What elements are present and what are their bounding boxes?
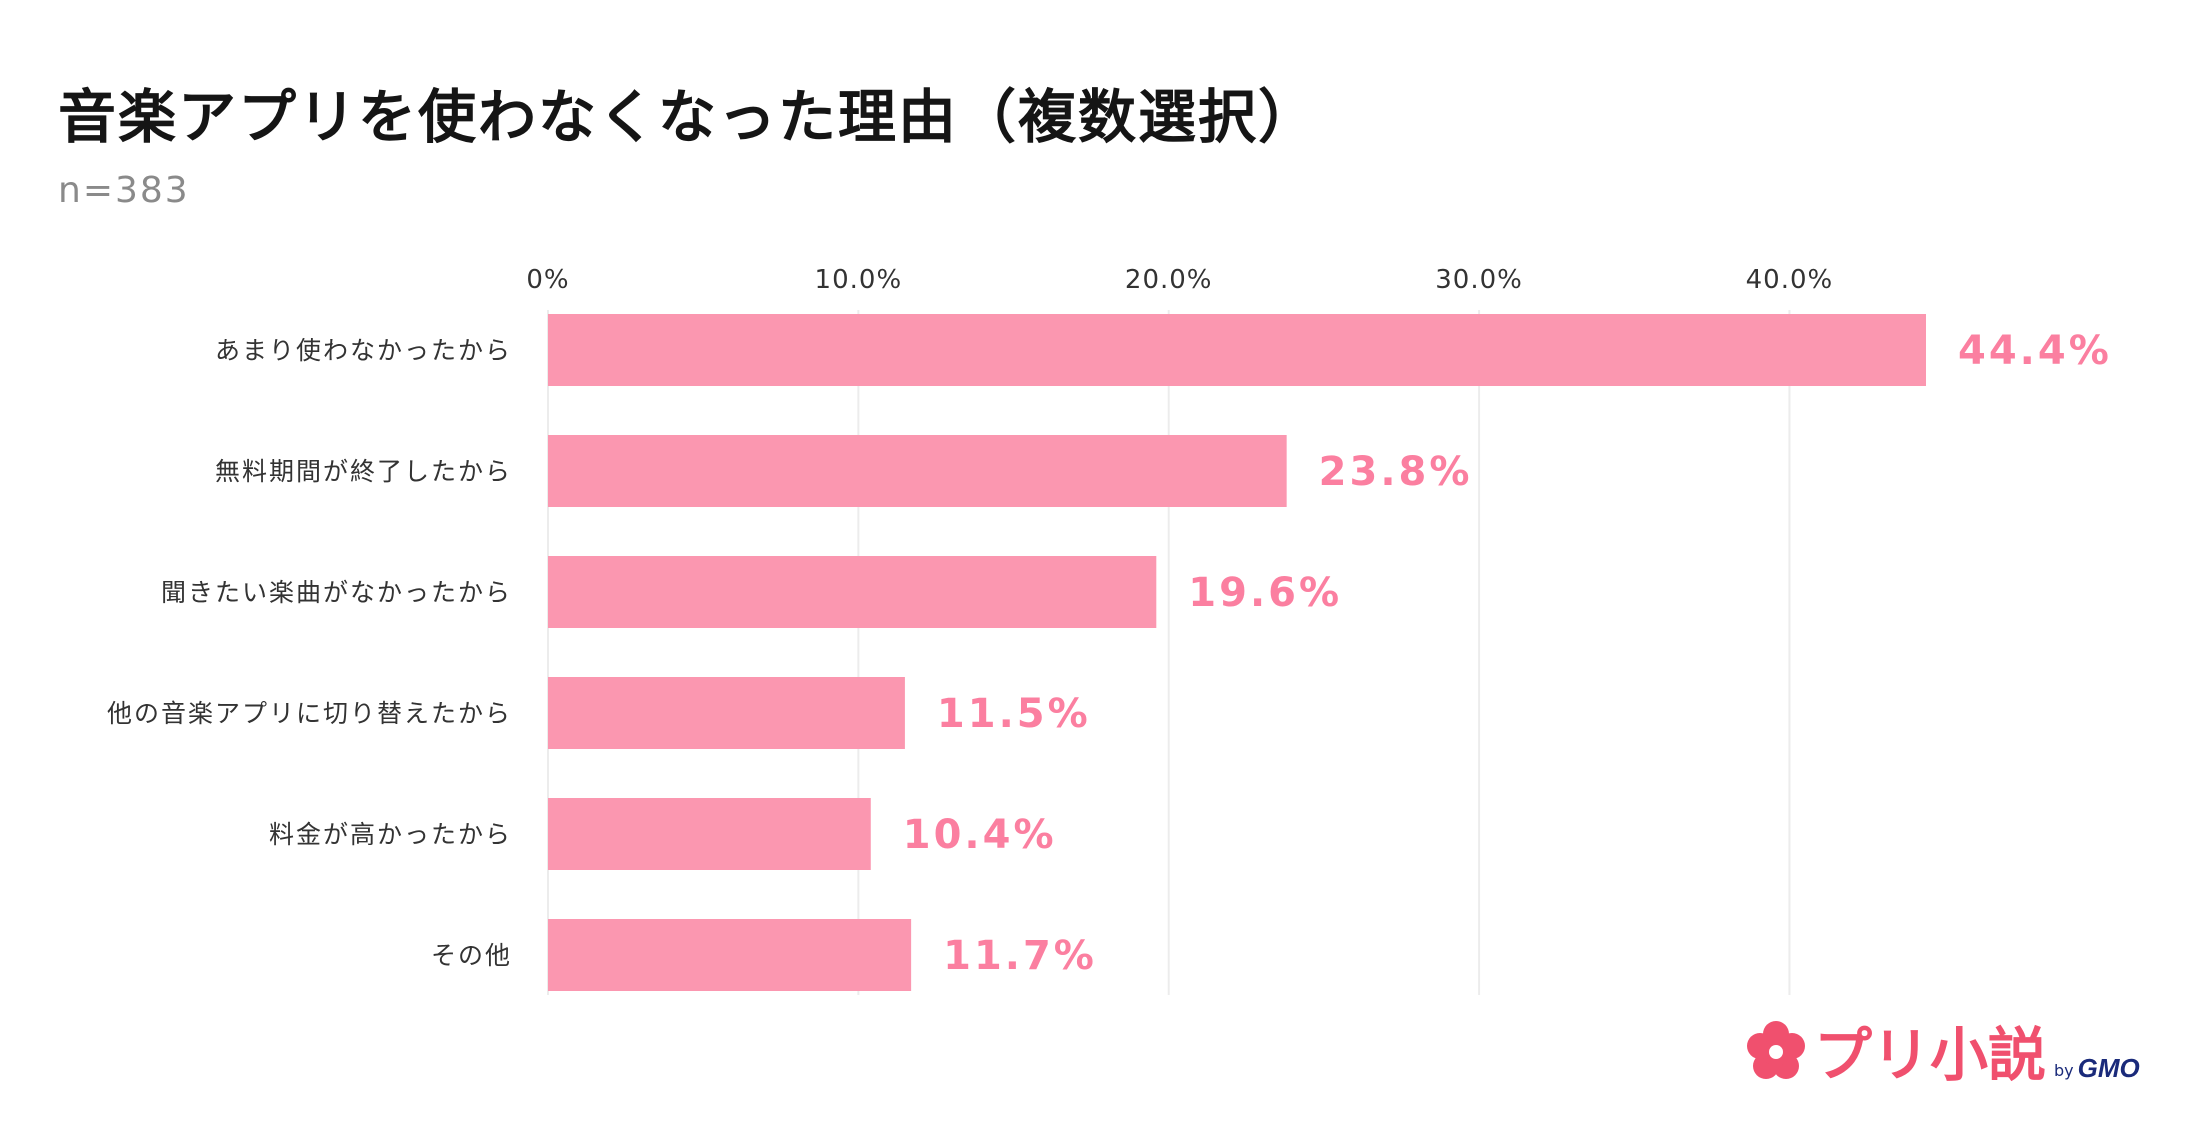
company-name: GMO (2077, 1053, 2140, 1083)
bar (548, 919, 912, 991)
bar (548, 314, 1926, 386)
x-tick-label: 40.0% (1746, 265, 1834, 295)
category-label: 無料期間が終了したから (215, 457, 512, 486)
brand-by-label: by (2054, 1061, 2074, 1080)
category-label: あまり使わなかったから (215, 336, 512, 365)
bar (548, 677, 905, 749)
category-label: その他 (431, 941, 512, 970)
x-tick-label: 10.0% (815, 265, 903, 295)
category-label: 料金が高かったから (269, 820, 512, 849)
x-tick-label: 20.0% (1125, 265, 1213, 295)
bar (548, 798, 871, 870)
data-label: 11.5% (937, 691, 1091, 737)
x-tick-label: 0% (526, 265, 569, 295)
data-label: 19.6% (1188, 570, 1342, 616)
x-tick-label: 30.0% (1435, 265, 1523, 295)
category-label: 他の音楽アプリに切り替えたから (107, 699, 512, 728)
flower-logo-icon (1747, 1021, 1805, 1079)
data-label: 23.8% (1319, 449, 1473, 495)
data-label: 44.4% (1958, 328, 2112, 374)
bar (548, 556, 1157, 628)
data-label: 11.7% (943, 933, 1097, 979)
sample-size-label: n=383 (58, 170, 190, 211)
category-label: 聞きたい楽曲がなかったから (161, 578, 512, 607)
brand-logo: プリ小説 by GMO (1744, 1020, 2140, 1084)
chart-title: 音楽アプリを使わなくなった理由（複数選択） (58, 83, 1319, 151)
bar (548, 435, 1287, 507)
brand-name: プリ小説 (1814, 1021, 2047, 1089)
data-label: 10.4% (903, 812, 1057, 858)
